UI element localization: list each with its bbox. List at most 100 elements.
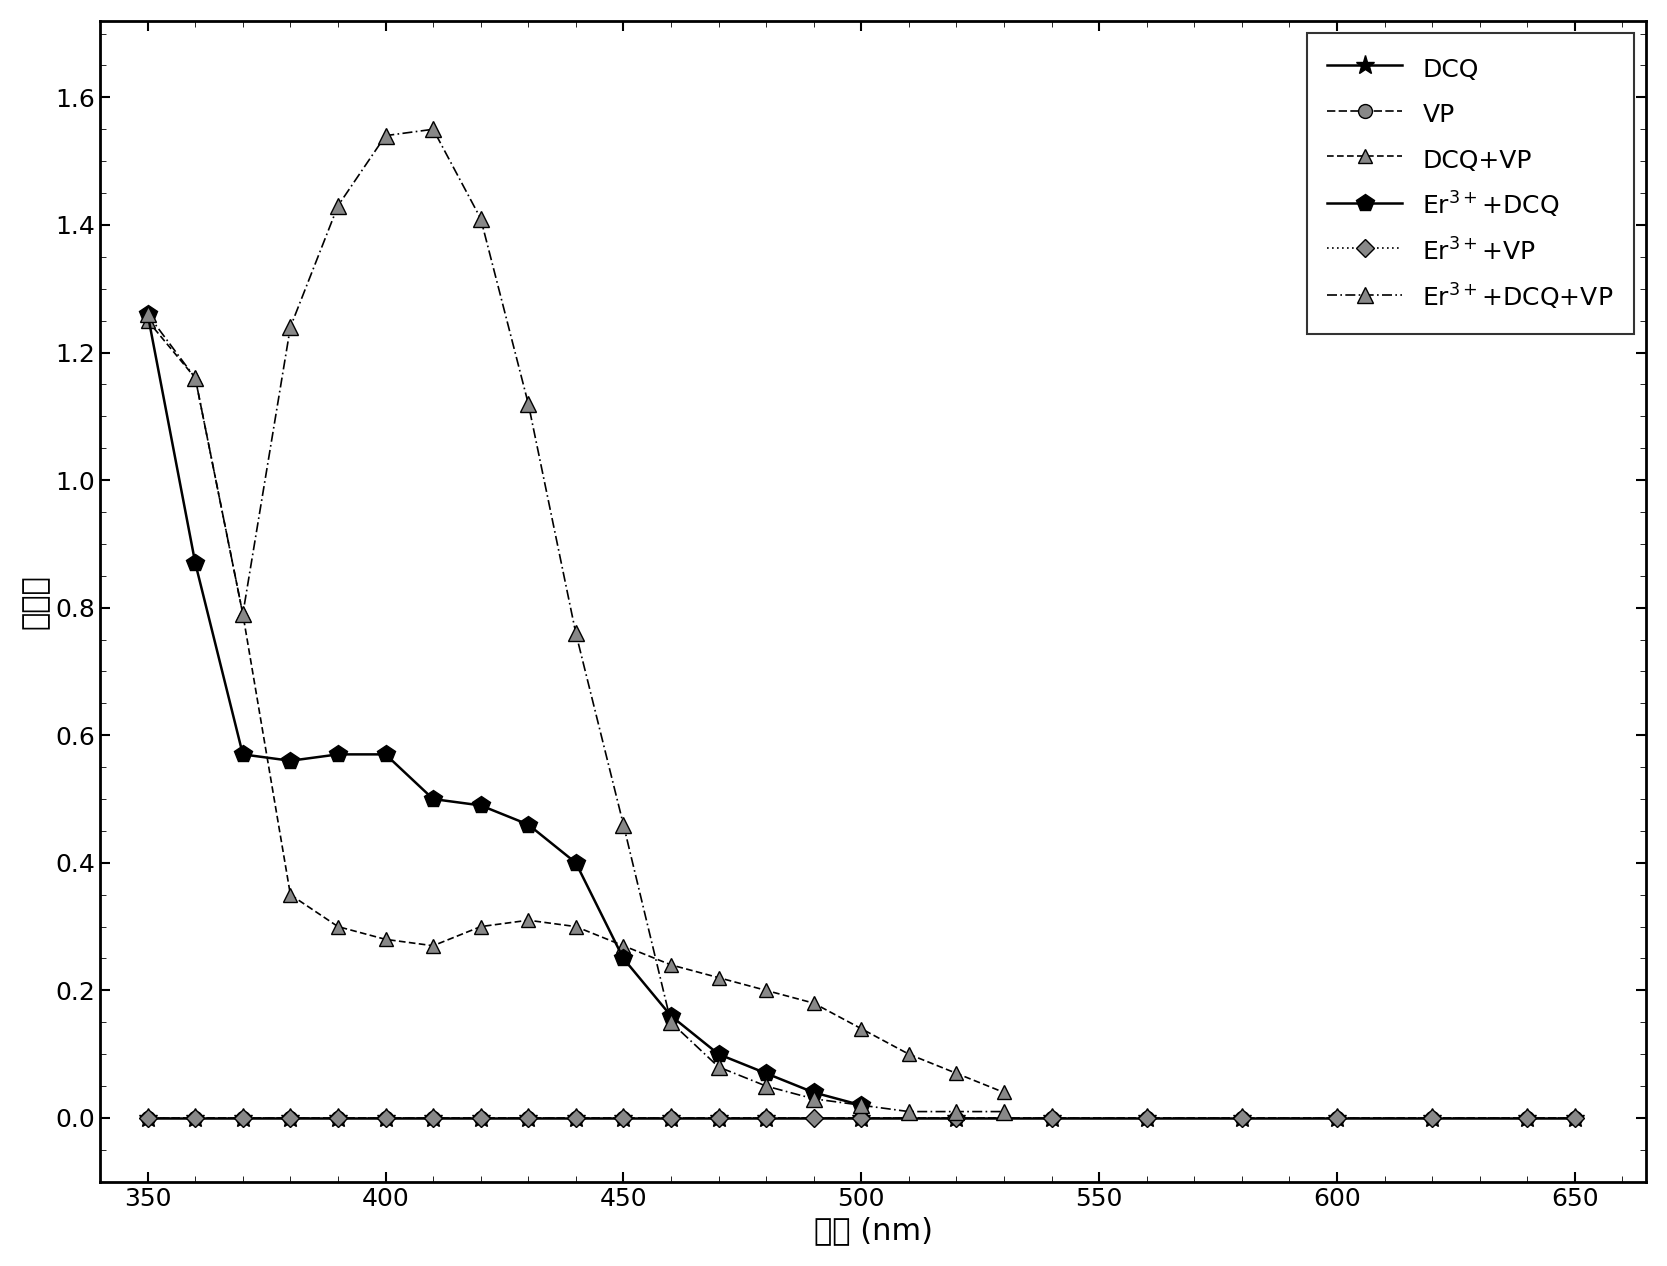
Er$^{3+}$+DCQ+VP — [757, 1079, 777, 1094]
Er$^{3+}$+VP — [470, 1110, 490, 1125]
VP — [1327, 1110, 1347, 1125]
DCQ+VP — [947, 1066, 967, 1081]
Er$^{3+}$+DCQ — [757, 1066, 777, 1081]
Er$^{3+}$+VP — [662, 1110, 682, 1125]
VP — [947, 1110, 967, 1125]
VP — [518, 1110, 538, 1125]
DCQ — [375, 1110, 395, 1125]
DCQ — [757, 1110, 777, 1125]
Er$^{3+}$+VP — [280, 1110, 300, 1125]
DCQ+VP — [994, 1085, 1014, 1100]
DCQ — [1327, 1110, 1347, 1125]
Line: VP: VP — [140, 1112, 1582, 1125]
Er$^{3+}$+DCQ+VP — [470, 211, 490, 227]
Er$^{3+}$+DCQ+VP — [899, 1104, 919, 1119]
DCQ — [518, 1110, 538, 1125]
Er$^{3+}$+DCQ — [423, 791, 443, 806]
DCQ — [613, 1110, 633, 1125]
Er$^{3+}$+DCQ — [852, 1098, 872, 1113]
Er$^{3+}$+VP — [1042, 1110, 1062, 1125]
Er$^{3+}$+VP — [328, 1110, 348, 1125]
Er$^{3+}$+DCQ+VP — [708, 1060, 728, 1075]
DCQ — [233, 1110, 253, 1125]
Er$^{3+}$+DCQ — [708, 1047, 728, 1062]
DCQ+VP — [757, 982, 777, 998]
DCQ — [185, 1110, 205, 1125]
Er$^{3+}$+DCQ — [662, 1008, 682, 1023]
VP — [1517, 1110, 1537, 1125]
Er$^{3+}$+DCQ — [375, 747, 395, 762]
Er$^{3+}$+DCQ+VP — [138, 306, 158, 322]
VP — [757, 1110, 777, 1125]
VP — [1232, 1110, 1252, 1125]
DCQ — [280, 1110, 300, 1125]
Line: Er$^{3+}$+DCQ+VP: Er$^{3+}$+DCQ+VP — [140, 122, 1012, 1119]
DCQ — [708, 1110, 728, 1125]
Er$^{3+}$+DCQ+VP — [233, 606, 253, 622]
DCQ+VP — [852, 1022, 872, 1037]
VP — [1565, 1110, 1585, 1125]
DCQ+VP — [518, 913, 538, 928]
VP — [423, 1110, 443, 1125]
VP — [328, 1110, 348, 1125]
Er$^{3+}$+VP — [138, 1110, 158, 1125]
Line: Er$^{3+}$+VP: Er$^{3+}$+VP — [142, 1112, 1580, 1124]
Er$^{3+}$+DCQ — [280, 753, 300, 768]
Er$^{3+}$+VP — [1565, 1110, 1585, 1125]
Er$^{3+}$+DCQ+VP — [613, 817, 633, 832]
Y-axis label: 吸光率: 吸光率 — [20, 573, 50, 629]
Er$^{3+}$+DCQ+VP — [565, 625, 585, 641]
VP — [708, 1110, 728, 1125]
Er$^{3+}$+DCQ+VP — [994, 1104, 1014, 1119]
Er$^{3+}$+VP — [1422, 1110, 1442, 1125]
VP — [233, 1110, 253, 1125]
Er$^{3+}$+VP — [375, 1110, 395, 1125]
Er$^{3+}$+VP — [613, 1110, 633, 1125]
Er$^{3+}$+DCQ — [470, 798, 490, 813]
Er$^{3+}$+DCQ+VP — [185, 371, 205, 386]
Er$^{3+}$+DCQ+VP — [518, 396, 538, 411]
DCQ+VP — [565, 919, 585, 934]
Er$^{3+}$+VP — [1137, 1110, 1157, 1125]
Legend: DCQ, VP, DCQ+VP, Er$^{3+}$+DCQ, Er$^{3+}$+VP, Er$^{3+}$+DCQ+VP: DCQ, VP, DCQ+VP, Er$^{3+}$+DCQ, Er$^{3+}… — [1307, 33, 1634, 334]
Er$^{3+}$+VP — [233, 1110, 253, 1125]
Er$^{3+}$+DCQ — [185, 556, 205, 571]
Er$^{3+}$+DCQ+VP — [662, 1014, 682, 1029]
Er$^{3+}$+VP — [757, 1110, 777, 1125]
Er$^{3+}$+DCQ — [138, 306, 158, 322]
Line: Er$^{3+}$+DCQ: Er$^{3+}$+DCQ — [138, 305, 870, 1114]
DCQ+VP — [375, 932, 395, 947]
DCQ — [1042, 1110, 1062, 1125]
Er$^{3+}$+VP — [947, 1110, 967, 1125]
Er$^{3+}$+VP — [708, 1110, 728, 1125]
Er$^{3+}$+DCQ — [565, 856, 585, 871]
Er$^{3+}$+VP — [852, 1110, 872, 1125]
Er$^{3+}$+VP — [1232, 1110, 1252, 1125]
DCQ — [1517, 1110, 1537, 1125]
DCQ — [1232, 1110, 1252, 1125]
VP — [565, 1110, 585, 1125]
DCQ — [328, 1110, 348, 1125]
Er$^{3+}$+VP — [565, 1110, 585, 1125]
X-axis label: 波长 (nm): 波长 (nm) — [813, 1217, 932, 1246]
VP — [1422, 1110, 1442, 1125]
DCQ+VP — [708, 970, 728, 985]
DCQ — [947, 1110, 967, 1125]
DCQ — [852, 1110, 872, 1125]
VP — [662, 1110, 682, 1125]
DCQ — [1137, 1110, 1157, 1125]
VP — [852, 1110, 872, 1125]
Er$^{3+}$+DCQ+VP — [947, 1104, 967, 1119]
Er$^{3+}$+DCQ+VP — [280, 319, 300, 334]
DCQ — [1565, 1110, 1585, 1125]
Er$^{3+}$+VP — [1327, 1110, 1347, 1125]
DCQ+VP — [138, 313, 158, 328]
Er$^{3+}$+DCQ+VP — [803, 1091, 823, 1106]
Line: DCQ+VP: DCQ+VP — [140, 314, 1010, 1099]
Line: DCQ: DCQ — [138, 1108, 1585, 1128]
DCQ — [1422, 1110, 1442, 1125]
Er$^{3+}$+DCQ+VP — [423, 122, 443, 137]
Er$^{3+}$+DCQ — [518, 817, 538, 832]
Er$^{3+}$+VP — [1517, 1110, 1537, 1125]
DCQ+VP — [613, 938, 633, 953]
